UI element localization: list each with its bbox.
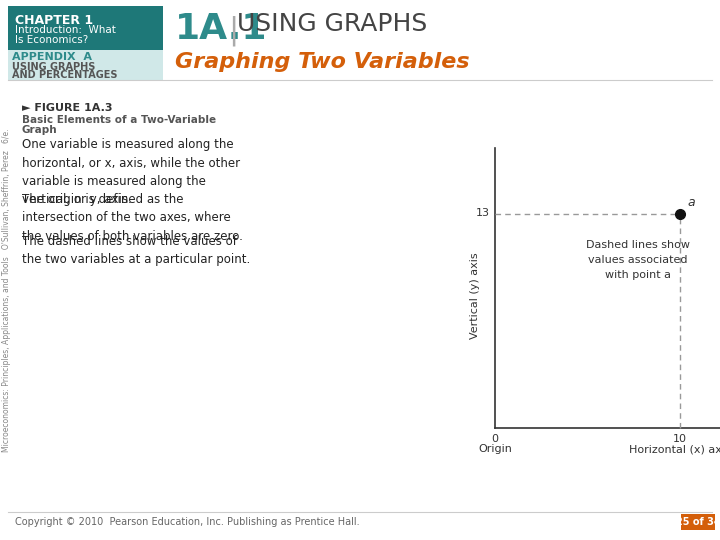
Text: 1A.1: 1A.1 [175,12,268,46]
Text: a: a [687,195,695,208]
Text: 0: 0 [492,434,498,444]
Text: One variable is measured along the
horizontal, or x, axis, while the other
varia: One variable is measured along the horiz… [22,138,240,206]
Text: USING GRAPHS: USING GRAPHS [237,12,427,36]
Text: The origin is defined as the
intersection of the two axes, where
the values of b: The origin is defined as the intersectio… [22,193,243,243]
Text: Basic Elements of a Two-Variable: Basic Elements of a Two-Variable [22,115,216,125]
Text: Vertical (y) axis: Vertical (y) axis [470,253,480,339]
Text: Horizontal (x) axis: Horizontal (x) axis [629,444,720,454]
Text: AND PERCENTAGES: AND PERCENTAGES [12,70,117,80]
Text: Is Economics?: Is Economics? [15,35,89,45]
Text: CHAPTER 1: CHAPTER 1 [15,14,93,27]
FancyBboxPatch shape [681,514,715,530]
Text: Introduction:  What: Introduction: What [15,25,116,35]
Text: Dashed lines show
values associated
with point a: Dashed lines show values associated with… [586,240,690,280]
FancyBboxPatch shape [8,6,163,50]
Text: Origin: Origin [478,444,512,454]
Text: |: | [228,16,238,46]
Text: 13: 13 [476,208,490,219]
Text: USING GRAPHS: USING GRAPHS [12,62,95,72]
Text: APPENDIX  A: APPENDIX A [12,52,92,62]
Text: Graphing Two Variables: Graphing Two Variables [175,52,469,72]
Text: The dashed lines show the values of
the two variables at a particular point.: The dashed lines show the values of the … [22,235,251,267]
FancyBboxPatch shape [8,50,163,80]
Text: Microeconomics: Principles, Applications, and Tools   O'Sullivan, Sheffrin, Pere: Microeconomics: Principles, Applications… [2,128,12,452]
Text: 10: 10 [673,434,687,444]
Text: 25 of 34: 25 of 34 [675,517,720,527]
Text: Copyright © 2010  Pearson Education, Inc. Publishing as Prentice Hall.: Copyright © 2010 Pearson Education, Inc.… [15,517,359,527]
Text: ► FIGURE 1A.3: ► FIGURE 1A.3 [22,103,112,113]
Text: Graph: Graph [22,125,58,135]
